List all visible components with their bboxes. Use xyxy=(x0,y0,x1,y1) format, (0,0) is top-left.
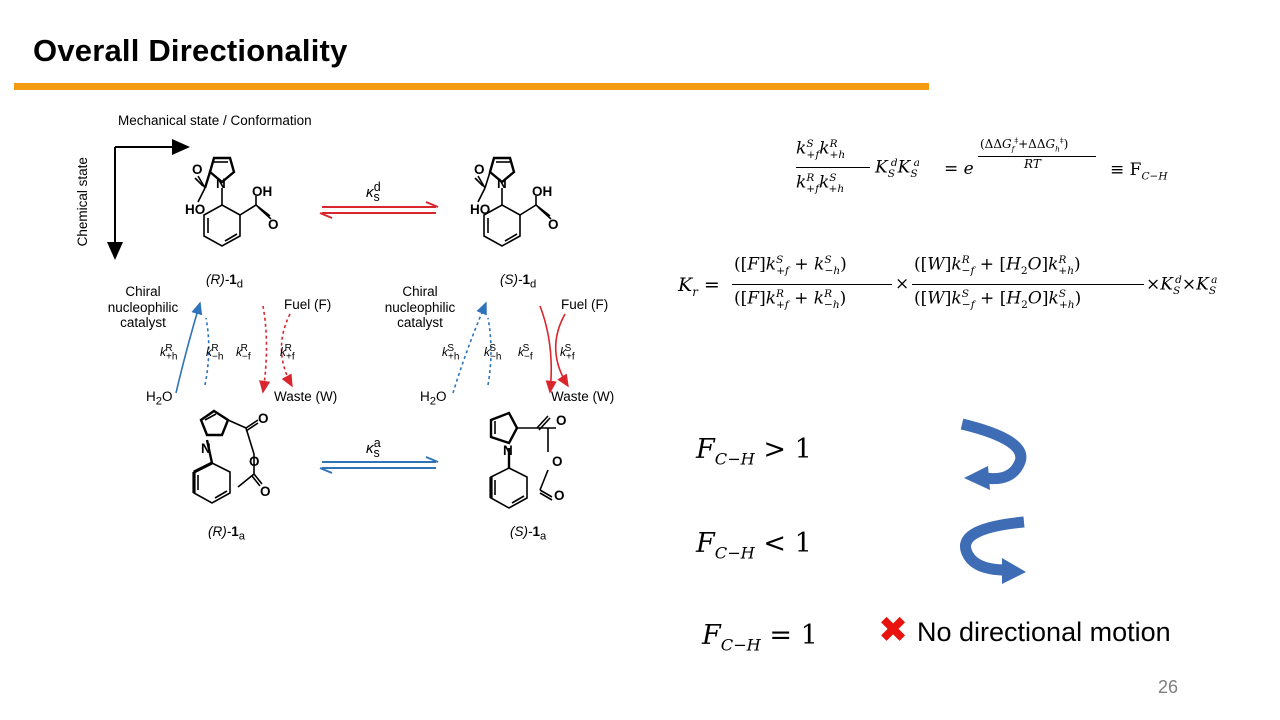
page-number: 26 xyxy=(1158,677,1179,697)
x-axis-label: Mechanical state / Conformation xyxy=(118,113,312,128)
slide-title: Overall Directionality xyxy=(33,33,348,68)
atom-o: O xyxy=(258,411,269,426)
atom-o: O xyxy=(192,162,203,177)
rate-k-plus-f-r: k+fR xyxy=(280,343,295,363)
atom-ho: HO xyxy=(470,202,491,217)
atom-n: N xyxy=(216,176,226,191)
equilibrium-arrows-a xyxy=(319,456,439,474)
rate-k-plus-h-s: k+hS xyxy=(442,343,460,363)
rate-k-minus-f-r: k−fR xyxy=(236,343,251,363)
rate-k-minus-h-s: k−hS xyxy=(484,343,502,363)
fuel-label-right: Fuel (F) xyxy=(561,297,609,312)
structure-r-1a xyxy=(192,409,263,504)
y-axis-label: Chemical state xyxy=(74,157,90,247)
compound-label-r-1a: (R)-1a xyxy=(208,524,246,543)
compound-label-s-1d: (S)-1d xyxy=(500,272,537,291)
atom-oh: OH xyxy=(252,184,273,199)
atom-o: O xyxy=(474,162,485,177)
catalytic-arrows-left xyxy=(175,301,293,394)
waste-label-left: Waste (W) xyxy=(274,389,338,404)
no-directional-motion-text: No directional motion xyxy=(917,617,1171,647)
state-axes xyxy=(107,139,190,260)
rate-k-minus-h-r: k−hR xyxy=(206,343,224,363)
atom-n: N xyxy=(497,176,507,191)
catalytic-arrows-right xyxy=(452,301,569,394)
rate-constant-ks-a: κsa xyxy=(366,436,381,460)
waste-label-right: Waste (W) xyxy=(551,389,615,404)
atom-o: O xyxy=(554,488,565,503)
atom-o: O xyxy=(552,454,563,469)
atom-o: O xyxy=(556,413,567,428)
structure-s-1d xyxy=(474,156,552,247)
title-underline xyxy=(14,83,929,90)
cross-icon: ✖ xyxy=(878,609,909,650)
catalyst-label-left: Chiral nucleophilic catalyst xyxy=(107,284,179,331)
rate-k-plus-f-s: k+fS xyxy=(560,343,575,363)
equation-directionality-factor: kS+fkR+h kR+fkS+h KSdKSa = e (ΔΔGf‡+ΔΔGh… xyxy=(796,136,1168,196)
condition-equal-one: FC−H = 1 xyxy=(702,620,818,655)
rotation-counterclockwise-icon xyxy=(960,418,1027,490)
water-label-right: H2O xyxy=(420,389,447,408)
water-label-left: H2O xyxy=(146,389,173,408)
structure-r-1d xyxy=(194,156,272,247)
equation-kr: Kr = ([F]kS+f + kS−h) ([F]kR+f + kR−h) ×… xyxy=(678,254,1218,312)
rate-constant-ks-d: κsd xyxy=(366,180,381,204)
structure-s-1a xyxy=(489,411,556,509)
atom-n: N xyxy=(201,441,211,456)
equilibrium-arrows-d xyxy=(319,201,439,219)
atom-oh: OH xyxy=(532,184,553,199)
compound-label-s-1a: (S)-1a xyxy=(510,524,547,543)
atom-o: O xyxy=(249,454,260,469)
atom-o: O xyxy=(260,484,271,499)
rotation-clockwise-icon xyxy=(960,516,1026,584)
catalyst-label-right: Chiral nucleophilic catalyst xyxy=(384,284,456,331)
atom-o: O xyxy=(268,217,279,232)
condition-less-than-one: FC−H < 1 xyxy=(696,528,812,563)
rate-k-plus-h-r: k+hR xyxy=(160,343,178,363)
fuel-label-left: Fuel (F) xyxy=(284,297,332,312)
atom-n: N xyxy=(503,443,513,458)
rate-k-minus-f-s: k−fS xyxy=(518,343,533,363)
atom-ho: HO xyxy=(185,202,206,217)
atom-o: O xyxy=(548,217,559,232)
condition-greater-than-one: FC−H > 1 xyxy=(696,434,812,469)
compound-label-r-1d: (R)-1d xyxy=(206,272,244,291)
